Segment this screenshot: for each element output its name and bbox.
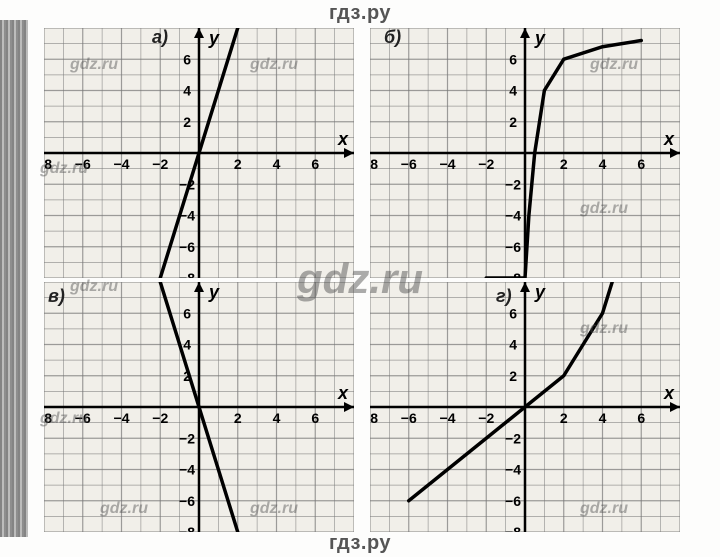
svg-text:x: x bbox=[663, 129, 675, 149]
svg-text:−8: −8 bbox=[370, 156, 378, 172]
chart-panel-a: а)−8−6−4−2246246−2−4−6−8xy bbox=[44, 28, 354, 278]
svg-text:x: x bbox=[663, 383, 675, 403]
svg-text:y: y bbox=[534, 282, 546, 302]
svg-text:−6: −6 bbox=[75, 156, 91, 172]
panel-label-g: г) bbox=[496, 286, 512, 307]
svg-text:−6: −6 bbox=[179, 493, 195, 509]
svg-text:6: 6 bbox=[183, 305, 191, 321]
chart-svg-b: −8−6−4−2246246−2−4−6−8xy bbox=[370, 28, 680, 278]
svg-text:−6: −6 bbox=[401, 156, 417, 172]
page-root: гдз.ру гдз.ру 16.43. а)−8−6−4−2246246−2−… bbox=[0, 0, 720, 557]
site-title-top: гдз.ру bbox=[0, 2, 720, 25]
svg-text:−2: −2 bbox=[505, 430, 521, 446]
scan-edge-strip bbox=[0, 20, 28, 537]
svg-text:−6: −6 bbox=[505, 239, 521, 255]
svg-text:−2: −2 bbox=[505, 176, 521, 192]
svg-text:2: 2 bbox=[560, 410, 568, 426]
svg-text:−4: −4 bbox=[505, 462, 521, 478]
chart-svg-g: −8 −6 −4 −2 2 4 6 2 4 6 −2 −4 −6 −8 x y bbox=[370, 282, 680, 532]
svg-text:−4: −4 bbox=[505, 208, 521, 224]
svg-text:−4: −4 bbox=[440, 410, 456, 426]
svg-text:4: 4 bbox=[183, 337, 191, 353]
svg-text:2: 2 bbox=[509, 368, 517, 384]
svg-text:−2: −2 bbox=[478, 156, 494, 172]
chart-svg-a: −8−6−4−2246246−2−4−6−8xy bbox=[44, 28, 354, 278]
svg-text:−4: −4 bbox=[440, 156, 456, 172]
svg-text:4: 4 bbox=[273, 156, 281, 172]
svg-text:−2: −2 bbox=[478, 410, 494, 426]
svg-text:2: 2 bbox=[560, 156, 568, 172]
svg-text:−2: −2 bbox=[152, 410, 168, 426]
svg-text:−2: −2 bbox=[179, 430, 195, 446]
svg-text:x: x bbox=[337, 383, 349, 403]
svg-text:−8: −8 bbox=[505, 524, 521, 532]
svg-text:−8: −8 bbox=[44, 410, 52, 426]
svg-text:6: 6 bbox=[637, 410, 645, 426]
svg-text:2: 2 bbox=[234, 410, 242, 426]
svg-text:4: 4 bbox=[509, 337, 517, 353]
svg-text:−2: −2 bbox=[152, 156, 168, 172]
svg-text:−4: −4 bbox=[179, 462, 195, 478]
svg-text:2: 2 bbox=[509, 114, 517, 130]
svg-text:6: 6 bbox=[637, 156, 645, 172]
chart-panel-b: б)−8−6−4−2246246−2−4−6−8xy bbox=[370, 28, 680, 278]
svg-text:4: 4 bbox=[599, 410, 607, 426]
svg-text:−6: −6 bbox=[401, 410, 417, 426]
chart-panel-g: г) −8 −6 −4 −2 2 4 6 2 4 6 −2 −4 −6 −8 x y bbox=[370, 282, 680, 532]
svg-text:y: y bbox=[208, 282, 220, 302]
site-title-bottom: гдз.ру bbox=[0, 532, 720, 555]
svg-text:4: 4 bbox=[599, 156, 607, 172]
svg-text:y: y bbox=[208, 28, 220, 48]
svg-text:−4: −4 bbox=[114, 156, 130, 172]
svg-text:−8: −8 bbox=[44, 156, 52, 172]
svg-text:2: 2 bbox=[183, 114, 191, 130]
svg-text:−4: −4 bbox=[114, 410, 130, 426]
svg-text:−6: −6 bbox=[505, 493, 521, 509]
panel-label-v: в) bbox=[48, 286, 65, 307]
svg-text:−6: −6 bbox=[179, 239, 195, 255]
panel-label-a: а) bbox=[152, 27, 168, 48]
svg-text:6: 6 bbox=[311, 156, 319, 172]
svg-text:−6: −6 bbox=[75, 410, 91, 426]
svg-text:6: 6 bbox=[509, 51, 517, 67]
svg-text:6: 6 bbox=[311, 410, 319, 426]
svg-text:4: 4 bbox=[509, 83, 517, 99]
svg-text:−8: −8 bbox=[370, 410, 378, 426]
svg-text:−8: −8 bbox=[179, 524, 195, 532]
panel-label-b: б) bbox=[384, 27, 401, 48]
svg-text:x: x bbox=[337, 129, 349, 149]
svg-text:y: y bbox=[534, 28, 546, 48]
svg-text:4: 4 bbox=[183, 83, 191, 99]
svg-text:4: 4 bbox=[273, 410, 281, 426]
svg-text:6: 6 bbox=[183, 51, 191, 67]
chart-panel-v: в)−8−6−4−2246246−2−4−6−8xy bbox=[44, 282, 354, 532]
svg-text:6: 6 bbox=[509, 305, 517, 321]
chart-svg-v: −8−6−4−2246246−2−4−6−8xy bbox=[44, 282, 354, 532]
svg-text:2: 2 bbox=[234, 156, 242, 172]
svg-text:−8: −8 bbox=[179, 270, 195, 278]
